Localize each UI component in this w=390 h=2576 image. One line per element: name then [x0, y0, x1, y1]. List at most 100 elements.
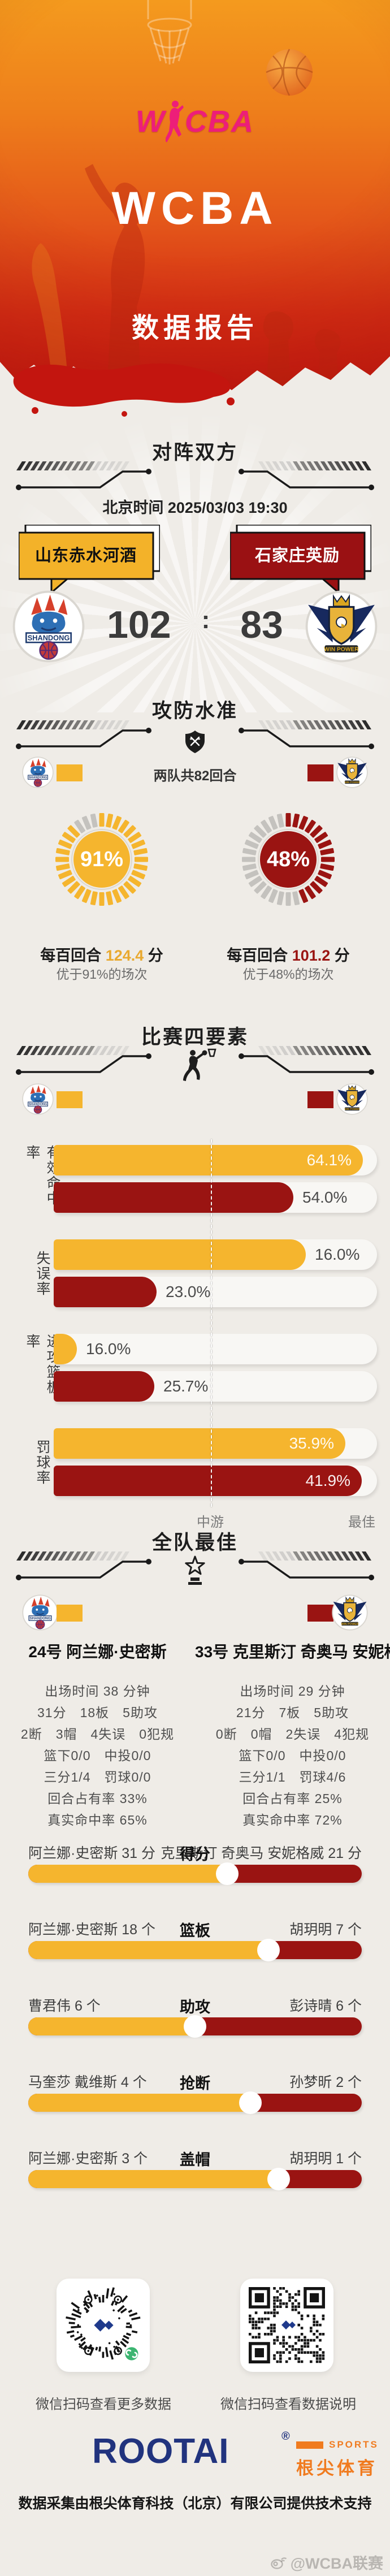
- away-team-logo-small: WIN POWER: [336, 757, 368, 791]
- home-color-swatch: [57, 1605, 83, 1622]
- away-player-stat: 出场时间 29 分钟: [240, 1684, 345, 1698]
- away-player-stat: 21分 7板 5助攻: [236, 1705, 349, 1720]
- section-title-offense-defense: 攻防水准: [151, 700, 238, 722]
- compare-right-label: 胡玥明 1 个: [289, 2151, 362, 2167]
- brand-sports-label: SPORTS: [329, 2439, 379, 2450]
- home-percentile-gauge: 91%: [51, 809, 153, 910]
- compare-bar-home-fill: [28, 2094, 251, 2112]
- compare-right-label: 胡玥明 7 个: [289, 1922, 362, 1938]
- compare-bar-home-fill: [28, 2170, 279, 2188]
- away-factor-bar: [54, 1277, 157, 1307]
- svg-text:WIN POWER: WIN POWER: [345, 1108, 361, 1110]
- axis-label-mid: 中游: [197, 1515, 224, 1530]
- wechat-qr-code[interactable]: [240, 2279, 333, 2372]
- compare-right-label: 彭诗晴 6 个: [289, 1998, 362, 2014]
- compare-stat-label: 抢断: [180, 2075, 210, 2092]
- brand-chinese-name: 根尖体育: [296, 2458, 378, 2478]
- svg-text:WIN POWER: WIN POWER: [345, 781, 361, 784]
- home-player-stat: 真实命中率 65%: [47, 1813, 148, 1827]
- section-title-matchup: 对阵双方: [151, 442, 238, 464]
- data-support-note: 数据采集由根尖体育科技（北京）有限公司提供技术支持: [18, 2496, 372, 2512]
- section-divider: [14, 1551, 376, 1587]
- compare-bar-split-dot: [267, 2168, 290, 2190]
- compare-stat-label: 盖帽: [180, 2151, 210, 2168]
- compare-left-label: 马奎莎 戴维斯 4 个: [28, 2074, 147, 2090]
- away-color-swatch: [307, 764, 333, 781]
- home-factor-bar: [54, 1239, 306, 1270]
- compare-bar: [28, 1862, 362, 1885]
- away-team-logo-small: WIN POWER: [336, 1083, 368, 1118]
- away-player-stat: 三分1/1 罚球4/6: [239, 1770, 346, 1784]
- four-factors-chart: 有效命中率 64.1% 54.0% 失误率 16.0% 23.0% 进攻篮板率 16.0% 25…: [0, 1136, 390, 1532]
- compare-bar-home-fill: [28, 1865, 227, 1883]
- midline-dashed: [211, 1139, 212, 1507]
- home-player-name: 24号 阿兰娜·史密斯: [28, 1643, 167, 1661]
- rootai-brand-logo: ROOTAI ® SPORTS 根尖体育: [0, 2430, 390, 2478]
- factor-value-label: 54.0%: [302, 1188, 348, 1206]
- factor-value-label: 41.9%: [305, 1472, 350, 1489]
- home-color-swatch: [57, 764, 83, 781]
- final-score: 102 : 83: [0, 603, 390, 647]
- home-player-stat: 回合占有率 33%: [47, 1791, 148, 1806]
- player-figure-icon: [165, 101, 184, 142]
- score-colon: :: [201, 606, 210, 634]
- away-player-stat: 0断 0帽 2失误 4犯规: [215, 1727, 370, 1741]
- match-time: 北京时间 2025/03/03 19:30: [102, 499, 288, 516]
- factor-value-label: 25.7%: [163, 1377, 209, 1395]
- brand-bar: [296, 2441, 323, 2449]
- player-icon: [183, 1048, 216, 1081]
- weibo-watermark: @WCBA联赛: [270, 2551, 383, 2573]
- shield-icon: [185, 731, 205, 753]
- brand-name: ROOTAI: [92, 2432, 229, 2471]
- compare-bar-split-dot: [239, 2091, 262, 2114]
- gauge-percent-value: 48%: [267, 848, 310, 871]
- home-player-stat: 篮下0/0 中投0/0: [44, 1748, 151, 1763]
- compare-stat-label: 助攻: [180, 1999, 210, 2016]
- compare-left-label: 阿兰娜·史密斯 3 个: [28, 2151, 148, 2167]
- compare-bar-split-dot: [215, 1862, 239, 1885]
- home-team-logo-small: SHANDONG: [22, 1594, 58, 1633]
- home-score: 102: [107, 603, 171, 646]
- home-player-stat: 三分1/4 罚球0/0: [44, 1770, 151, 1784]
- away-score: 83: [240, 603, 283, 646]
- home-team-logo-small: SHANDONG: [22, 1083, 54, 1118]
- home-factor-bar: [54, 1145, 363, 1175]
- svg-text:SHANDONG: SHANDONG: [29, 776, 47, 780]
- wcba-league-logo: W CBA: [0, 100, 390, 144]
- hero-title: WCBA: [111, 183, 279, 234]
- hero-subtitle: 数据报告: [131, 313, 258, 343]
- weibo-icon: [270, 2557, 287, 2569]
- home-color-swatch: [57, 1091, 83, 1108]
- home-per100-points: 每百回合 124.4 分: [40, 947, 163, 964]
- home-factor-bar: [54, 1428, 345, 1459]
- hero-vignette: [0, 0, 390, 396]
- compare-bar: [28, 2168, 362, 2190]
- factor-value-label: 23.0%: [166, 1283, 211, 1300]
- home-team-logo-small: SHANDONG: [22, 757, 54, 791]
- reaching-arm-silhouette: [32, 243, 69, 396]
- away-team-logo-small: WIN POWER: [332, 1594, 368, 1633]
- hoop-net-icon: [147, 0, 192, 64]
- away-player-stat: 回合占有率 25%: [242, 1791, 343, 1806]
- axis-label-best: 最佳: [348, 1515, 375, 1530]
- away-team-banner: 石家庄英励: [229, 524, 372, 595]
- section-divider: [14, 1046, 376, 1081]
- trophy-icon: [185, 1555, 205, 1585]
- factor-label: 罚球率: [34, 1439, 50, 1485]
- compare-stat-label: 篮板: [180, 1922, 210, 1939]
- logo-letter-w: W: [136, 105, 166, 139]
- compare-bar-split-dot: [184, 2015, 206, 2038]
- section-title-four-factors: 比赛四要素: [141, 1026, 249, 1048]
- compare-bar-split-dot: [257, 1939, 280, 1961]
- home-player-stat: 出场时间 38 分钟: [45, 1684, 150, 1698]
- factor-value-label: 16.0%: [86, 1340, 131, 1358]
- wechat-minicode-qr[interactable]: [57, 2279, 150, 2372]
- away-factor-bar: [54, 1466, 362, 1496]
- compare-left-label: 曹君伟 6 个: [28, 1998, 101, 2014]
- basketball-icon: [266, 49, 313, 96]
- factor-value-label: 64.1%: [306, 1151, 352, 1169]
- compare-bar-home-fill: [28, 1941, 268, 1959]
- home-team-banner: 山东赤水河酒: [18, 524, 161, 595]
- compare-left-label: 阿兰娜·史密斯 31 分: [28, 1845, 156, 1861]
- compare-right-label: 孙梦昕 2 个: [289, 2074, 362, 2090]
